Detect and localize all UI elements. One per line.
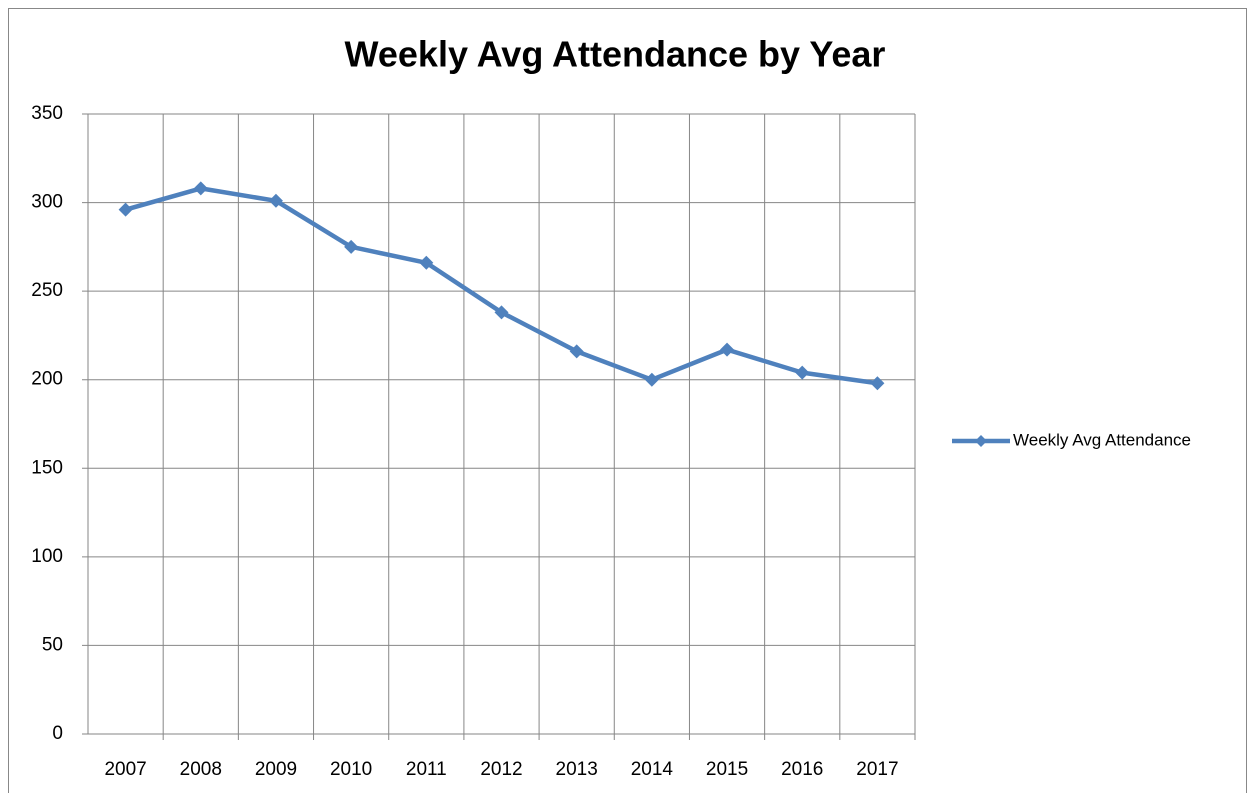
y-tick-label: 150 <box>31 457 63 478</box>
data-point <box>118 202 133 217</box>
legend-label: Weekly Avg Attendance <box>1013 430 1191 449</box>
x-tick-label: 2012 <box>480 759 522 780</box>
y-tick-label: 200 <box>31 369 63 390</box>
data-point <box>344 239 359 254</box>
data-point <box>494 305 509 320</box>
y-tick-label: 50 <box>42 634 63 655</box>
x-tick-label: 2008 <box>180 759 222 780</box>
data-point <box>193 181 208 196</box>
y-tick-label: 0 <box>52 723 63 744</box>
y-tick-label: 250 <box>31 280 63 301</box>
y-tick-label: 100 <box>31 546 63 567</box>
x-tick-label: 2009 <box>255 759 297 780</box>
x-tick-label: 2017 <box>856 759 898 780</box>
data-point <box>720 342 735 357</box>
data-point <box>569 344 584 359</box>
x-tick-label: 2013 <box>556 759 598 780</box>
data-point <box>644 372 659 387</box>
x-tick-label: 2015 <box>706 759 748 780</box>
x-tick-label: 2014 <box>631 759 674 780</box>
chart-title: Weekly Avg Attendance by Year <box>345 34 886 75</box>
data-point <box>795 365 810 380</box>
x-tick-label: 2011 <box>406 759 447 780</box>
data-point <box>268 193 283 208</box>
x-tick-label: 2007 <box>104 759 146 780</box>
data-point <box>419 255 434 270</box>
y-tick-label: 350 <box>31 103 63 124</box>
x-tick-label: 2010 <box>330 759 372 780</box>
x-tick-label: 2016 <box>781 759 823 780</box>
y-tick-label: 300 <box>31 192 63 213</box>
chart-border <box>8 8 1247 793</box>
legend-marker <box>975 435 987 447</box>
data-point <box>870 376 885 391</box>
